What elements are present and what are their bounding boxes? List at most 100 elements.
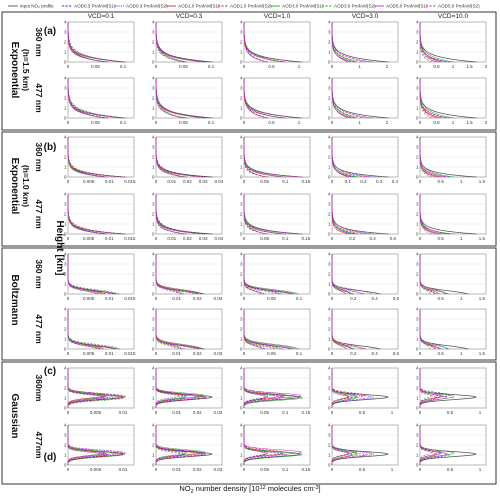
x-tick-label: 0.15 <box>301 179 310 184</box>
group-frames <box>1 11 497 485</box>
x-tick-label: 0.6 <box>393 296 400 301</box>
legend-label: AOD1.0 ProfAM(S2) <box>230 4 272 9</box>
x-tick-zero: 0 <box>67 64 70 69</box>
x-tick-label: 0.5 <box>433 120 440 125</box>
x-tick-zero: 0 <box>155 296 158 301</box>
x-tick-label: 0.005 <box>83 179 95 184</box>
y-tick-label: 2 <box>328 40 331 45</box>
x-tick-zero: 0 <box>331 120 334 125</box>
x-tick-label: 1 <box>460 351 463 356</box>
y-tick-label: 2 <box>240 272 243 277</box>
group-subtitle: (h=1.5 km) <box>21 49 31 91</box>
y-tick-label: 2 <box>416 155 419 160</box>
x-tick-label: 0.15 <box>301 467 310 472</box>
series-line <box>155 21 187 63</box>
subplot: 0 1 2 3 4 0.5 1 1.5 2 0 <box>416 76 488 126</box>
x-tick-label: 0.03 <box>199 236 208 241</box>
x-tick-zero: 0 <box>419 236 422 241</box>
legend-label: AOD5.0 ProfAM(S1) <box>386 4 428 9</box>
subplot: 0 1 2 3 4 0.5 1 0 <box>328 366 399 415</box>
series-line <box>331 137 372 178</box>
x-tick-label: 0.3 <box>376 179 383 184</box>
group-subtitle: (h=1.0 km) <box>21 165 31 207</box>
y-tick-label: 1 <box>152 106 155 111</box>
y-tick-label: 2 <box>152 272 155 277</box>
y-tick-label: 3 <box>64 433 67 438</box>
y-tick-label: 1 <box>64 282 67 287</box>
y-tick-label: 2 <box>416 96 419 101</box>
y-tick-label: 1 <box>328 396 331 401</box>
y-tick-label: 2 <box>328 96 331 101</box>
series-line <box>243 21 283 63</box>
x-tick-label: 1 <box>479 467 482 472</box>
row-wavelength-label: 360 nm <box>34 142 44 172</box>
series-line <box>67 254 117 295</box>
series-line <box>243 78 285 119</box>
series-line <box>419 254 436 295</box>
y-tick-label: 4 <box>240 252 243 257</box>
y-tick-label: 0 <box>64 60 67 65</box>
y-tick-label: 3 <box>240 30 243 35</box>
x-tick-label: 0.05 <box>260 467 269 472</box>
series-line <box>155 137 204 178</box>
subplot: 0 1 2 3 4 0.005 0.01 0.015 0 <box>64 252 136 302</box>
x-tick-zero: 0 <box>67 179 70 184</box>
y-tick-label: 4 <box>240 135 243 140</box>
x-tick-label: 0.6 <box>390 236 397 241</box>
y-tick-label: 2 <box>64 272 67 277</box>
y-tick-label: 3 <box>152 317 155 322</box>
legend-label: AOD1.0 ProfAM(S1) <box>178 4 220 9</box>
legend-label: AOD3.0 ProfAM(S2) <box>334 4 376 9</box>
y-tick-label: 2 <box>416 443 419 448</box>
y-tick-label: 0 <box>152 232 155 237</box>
subplot: 0 1 2 3 4 0.01 0.02 0.03 0 <box>152 366 223 416</box>
series-line <box>67 21 127 63</box>
y-tick-label: 2 <box>240 40 243 45</box>
series-line <box>155 309 183 350</box>
x-tick-label: 1 <box>479 410 482 415</box>
x-tick-label: 0.5 <box>268 120 275 125</box>
y-tick-label: 0 <box>240 232 243 237</box>
x-tick-label: 0.01 <box>172 410 181 415</box>
y-tick-label: 0 <box>416 232 419 237</box>
y-tick-label: 0 <box>64 116 67 121</box>
y-tick-label: 0 <box>328 406 331 411</box>
subplot: 0 1 2 3 4 0.5 1 1.5 0 <box>416 307 487 356</box>
y-tick-label: 2 <box>328 443 331 448</box>
x-tick-zero: 0 <box>67 351 70 356</box>
y-tick-label: 0 <box>240 406 243 411</box>
x-tick-label: 1 <box>391 410 394 415</box>
y-tick-label: 2 <box>416 327 419 332</box>
y-tick-label: 0 <box>328 232 331 237</box>
series-line <box>155 78 184 119</box>
x-tick-zero: 0 <box>243 351 246 356</box>
legend-label: AOD3.0 ProfAM(S1) <box>282 4 324 9</box>
y-tick-label: 0 <box>152 60 155 65</box>
x-tick-label: 1 <box>460 296 463 301</box>
y-tick-label: 3 <box>416 433 419 438</box>
y-tick-label: 0 <box>328 292 331 297</box>
y-tick-label: 1 <box>240 165 243 170</box>
y-tick-label: 2 <box>64 40 67 45</box>
x-tick-zero: 0 <box>155 351 158 356</box>
x-tick-label: 1 <box>452 120 455 125</box>
x-tick-label: 0.05 <box>267 351 276 356</box>
x-axis-label-part: -3 <box>314 485 319 491</box>
y-tick-label: 4 <box>152 252 155 257</box>
subplot: 0 1 2 3 4 0.05 0.1 0 <box>152 76 223 125</box>
y-tick-label: 1 <box>240 396 243 401</box>
y-tick-label: 1 <box>416 453 419 458</box>
series-line <box>155 368 185 408</box>
x-tick-label: 1.5 <box>466 120 473 125</box>
y-tick-label: 0 <box>328 175 331 180</box>
subplot: 0 1 2 3 4 0.5 1 1.5 0 <box>416 192 487 241</box>
x-tick-label: 0.2 <box>350 351 357 356</box>
y-tick-label: 4 <box>240 76 243 81</box>
series-line <box>331 368 372 409</box>
series-line <box>67 194 105 235</box>
x-axis-label: NO2 number density [1012 molecules cm-3] <box>179 484 320 495</box>
series-line <box>419 22 432 63</box>
x-tick-label: 0.1 <box>282 236 289 241</box>
x-tick-label: 0.05 <box>179 64 188 69</box>
